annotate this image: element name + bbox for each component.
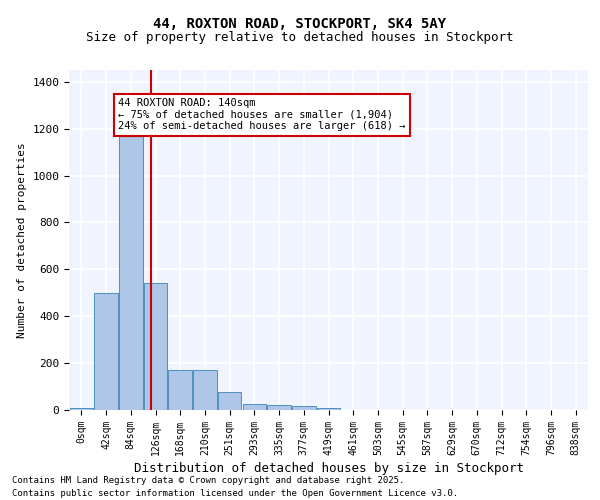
Text: 44, ROXTON ROAD, STOCKPORT, SK4 5AY: 44, ROXTON ROAD, STOCKPORT, SK4 5AY: [154, 18, 446, 32]
Bar: [169, 370, 192, 410]
Bar: [292, 406, 316, 410]
Text: Contains public sector information licensed under the Open Government Licence v3: Contains public sector information licen…: [12, 489, 458, 498]
Bar: [242, 404, 266, 410]
Bar: [193, 370, 217, 410]
Bar: [144, 284, 167, 410]
Bar: [218, 392, 241, 410]
Bar: [94, 293, 118, 410]
Text: 44 ROXTON ROAD: 140sqm
← 75% of detached houses are smaller (1,904)
24% of semi-: 44 ROXTON ROAD: 140sqm ← 75% of detached…: [118, 98, 406, 132]
X-axis label: Distribution of detached houses by size in Stockport: Distribution of detached houses by size …: [133, 462, 523, 475]
Text: Contains HM Land Registry data © Crown copyright and database right 2025.: Contains HM Land Registry data © Crown c…: [12, 476, 404, 485]
Text: Size of property relative to detached houses in Stockport: Size of property relative to detached ho…: [86, 31, 514, 44]
Bar: [119, 128, 143, 410]
Y-axis label: Number of detached properties: Number of detached properties: [17, 142, 27, 338]
Bar: [268, 406, 291, 410]
Bar: [317, 408, 340, 410]
Bar: [70, 408, 93, 410]
